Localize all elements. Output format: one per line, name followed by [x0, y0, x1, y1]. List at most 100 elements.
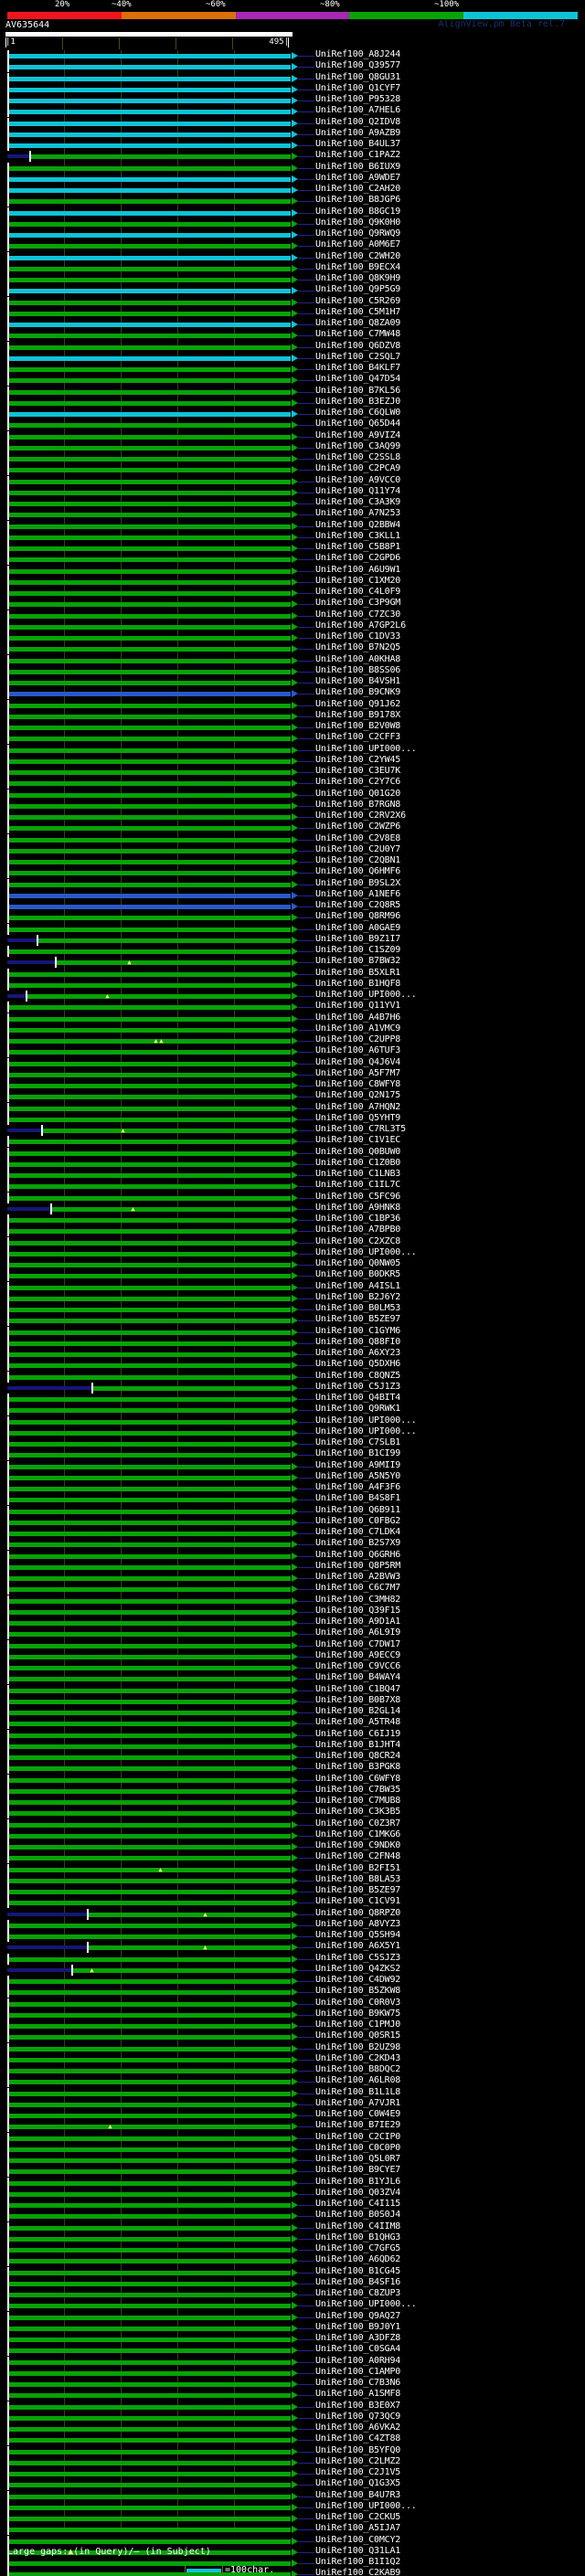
hit-label[interactable]: UniRef100_A6QD62: [315, 2254, 401, 2265]
hit-row[interactable]: UniRef100_B4VSH1: [0, 676, 585, 688]
hit-row[interactable]: UniRef100_A5TR48: [0, 1717, 585, 1730]
hsp-bar[interactable]: [9, 165, 291, 171]
hsp-bar[interactable]: [9, 1811, 291, 1817]
hit-label[interactable]: UniRef100_C2LMZ2: [315, 2455, 401, 2466]
hit-label[interactable]: UniRef100_B8SS06: [315, 664, 401, 675]
hit-label[interactable]: UniRef100_C1BQ47: [315, 1683, 401, 1694]
hit-row[interactable]: UniRef100_Q9RWK1: [0, 1404, 585, 1416]
hsp-bar[interactable]: [9, 557, 291, 563]
hit-row[interactable]: UniRef100_C2XZC8: [0, 1236, 585, 1248]
hit-row[interactable]: UniRef100_B2FI51: [0, 1863, 585, 1875]
hsp-bar[interactable]: [9, 1788, 291, 1794]
hit-row[interactable]: UniRef100_Q1CYF7: [0, 83, 585, 95]
hit-row[interactable]: UniRef100_Q31LA1: [0, 2546, 585, 2558]
hsp-bar[interactable]: [9, 758, 291, 764]
hit-row[interactable]: UniRef100_Q5L0R7: [0, 2154, 585, 2166]
hit-label[interactable]: UniRef100_B8LA53: [315, 1873, 401, 1884]
hsp-bar[interactable]: [9, 927, 291, 932]
hit-row[interactable]: UniRef100_A6U9W1: [0, 565, 585, 577]
hsp-bar[interactable]: [9, 1744, 291, 1749]
hit-label[interactable]: UniRef100_Q6HMF6: [315, 866, 401, 877]
hit-row[interactable]: UniRef100_C1BP36: [0, 1214, 585, 1225]
hit-label[interactable]: UniRef100_C2V8E8: [315, 832, 401, 843]
hit-label[interactable]: UniRef100_C1DV33: [315, 631, 401, 641]
hsp-bar[interactable]: [9, 355, 291, 361]
hit-row[interactable]: UniRef100_B2V0W8: [0, 721, 585, 733]
hit-label[interactable]: UniRef100_Q8RM96: [315, 911, 401, 922]
hit-row[interactable]: UniRef100_B7BW32: [0, 956, 585, 969]
hit-row[interactable]: UniRef100_A6VKA2: [0, 2422, 585, 2434]
hsp-bar[interactable]: [9, 99, 291, 103]
hit-label[interactable]: UniRef100_C0MCY2: [315, 2534, 401, 2545]
hit-row[interactable]: UniRef100_C2QBN1: [0, 855, 585, 867]
hsp-bar[interactable]: [73, 1967, 291, 1973]
hit-label[interactable]: UniRef100_Q91J62: [315, 698, 401, 709]
hit-label[interactable]: UniRef100_C8QNZ5: [315, 1370, 401, 1381]
hsp-bar[interactable]: [9, 2225, 291, 2231]
hit-label[interactable]: UniRef100_P95328: [315, 94, 401, 104]
hit-label[interactable]: UniRef100_C5SJZ3: [315, 1952, 401, 1963]
hit-row[interactable]: UniRef100_A5F7M7: [0, 1067, 585, 1080]
hit-row[interactable]: UniRef100_A9WDE7: [0, 173, 585, 185]
hsp-bar[interactable]: [9, 143, 291, 148]
hit-label[interactable]: UniRef100_C5R269: [315, 295, 401, 306]
hit-label[interactable]: UniRef100_Q8CR24: [315, 1751, 401, 1761]
hsp-bar[interactable]: [9, 2057, 291, 2062]
hit-row[interactable]: UniRef100_C3A3K9: [0, 497, 585, 509]
hit-label[interactable]: UniRef100_A4ISL1: [315, 1280, 401, 1291]
hit-row[interactable]: UniRef100_C3KLL1: [0, 530, 585, 543]
hit-row[interactable]: UniRef100_B9J0Y1: [0, 2322, 585, 2334]
hsp-bar[interactable]: [9, 1542, 291, 1548]
hit-row[interactable]: UniRef100_C6C7M7: [0, 1583, 585, 1595]
hit-label[interactable]: UniRef100_C4L0F9: [315, 587, 401, 597]
hit-label[interactable]: UniRef100_C2CFF3: [315, 732, 401, 743]
hit-label[interactable]: UniRef100_Q73QC9: [315, 2411, 401, 2422]
hit-row[interactable]: UniRef100_A7N253: [0, 508, 585, 521]
hit-label[interactable]: UniRef100_C2SQL7: [315, 351, 401, 362]
hit-label[interactable]: UniRef100_C4DW92: [315, 1975, 401, 1985]
hit-row[interactable]: UniRef100_C1MKG6: [0, 1829, 585, 1841]
hsp-bar[interactable]: [9, 1520, 291, 1525]
hsp-bar[interactable]: [9, 1374, 291, 1380]
hit-label[interactable]: UniRef100_B4UL37: [315, 139, 401, 149]
hit-row[interactable]: UniRef100_A9MII9: [0, 1460, 585, 1472]
hit-row[interactable]: UniRef100_C2AH20: [0, 184, 585, 196]
hsp-bar[interactable]: [9, 2415, 291, 2421]
hsp-bar[interactable]: [9, 860, 291, 864]
hit-label[interactable]: UniRef100_C2WZP6: [315, 822, 401, 832]
hit-label[interactable]: UniRef100_C1V1EC: [315, 1135, 401, 1146]
hit-label[interactable]: UniRef100_Q5L0R7: [315, 2154, 401, 2164]
hit-label[interactable]: UniRef100_Q47D54: [315, 374, 401, 385]
hit-row[interactable]: UniRef100_B0B7X8: [0, 1694, 585, 1707]
hit-label[interactable]: UniRef100_C3KLL1: [315, 530, 401, 541]
hit-row[interactable]: UniRef100_C0Z3R7: [0, 1818, 585, 1830]
hsp-bar[interactable]: [9, 1430, 291, 1436]
hit-row[interactable]: UniRef100_UPI000...: [0, 990, 585, 1002]
hsp-bar[interactable]: [9, 1005, 291, 1011]
hsp-bar[interactable]: [9, 1509, 291, 1514]
hit-row[interactable]: UniRef100_Q0SR15: [0, 2030, 585, 2043]
hit-label[interactable]: UniRef100_A5F7M7: [315, 1067, 401, 1078]
hit-row[interactable]: UniRef100_Q2N175: [0, 1090, 585, 1103]
hit-row[interactable]: UniRef100_C7RL3T5: [0, 1124, 585, 1136]
hit-label[interactable]: UniRef100_A0GAE9: [315, 922, 401, 933]
hit-label[interactable]: UniRef100_B0B7X8: [315, 1694, 401, 1705]
hit-label[interactable]: UniRef100_B1HQF8: [315, 978, 401, 989]
hit-row[interactable]: UniRef100_B4WAY4: [0, 1672, 585, 1685]
hsp-bar[interactable]: [9, 568, 291, 574]
hit-row[interactable]: UniRef100_B4KLF7: [0, 363, 585, 375]
hsp-bar[interactable]: [9, 2337, 291, 2342]
hit-label[interactable]: UniRef100_C2UPP8: [315, 1034, 401, 1044]
hsp-bar[interactable]: [9, 579, 291, 585]
hit-label[interactable]: UniRef100_Q5SH94: [315, 1930, 401, 1940]
hit-row[interactable]: UniRef100_B9CNK9: [0, 687, 585, 700]
hit-row[interactable]: UniRef100_B1JHT4: [0, 1740, 585, 1752]
hit-row[interactable]: UniRef100_Q5SH94: [0, 1930, 585, 1942]
hsp-bar[interactable]: [9, 837, 291, 843]
hit-label[interactable]: UniRef100_Q8ZA09: [315, 318, 401, 328]
hit-label[interactable]: UniRef100_C1BP36: [315, 1214, 401, 1224]
hit-label[interactable]: UniRef100_UPI000...: [315, 1415, 417, 1426]
hit-row[interactable]: UniRef100_Q8K9H9: [0, 273, 585, 285]
hsp-bar[interactable]: [9, 502, 291, 506]
hsp-bar[interactable]: [9, 1621, 291, 1626]
